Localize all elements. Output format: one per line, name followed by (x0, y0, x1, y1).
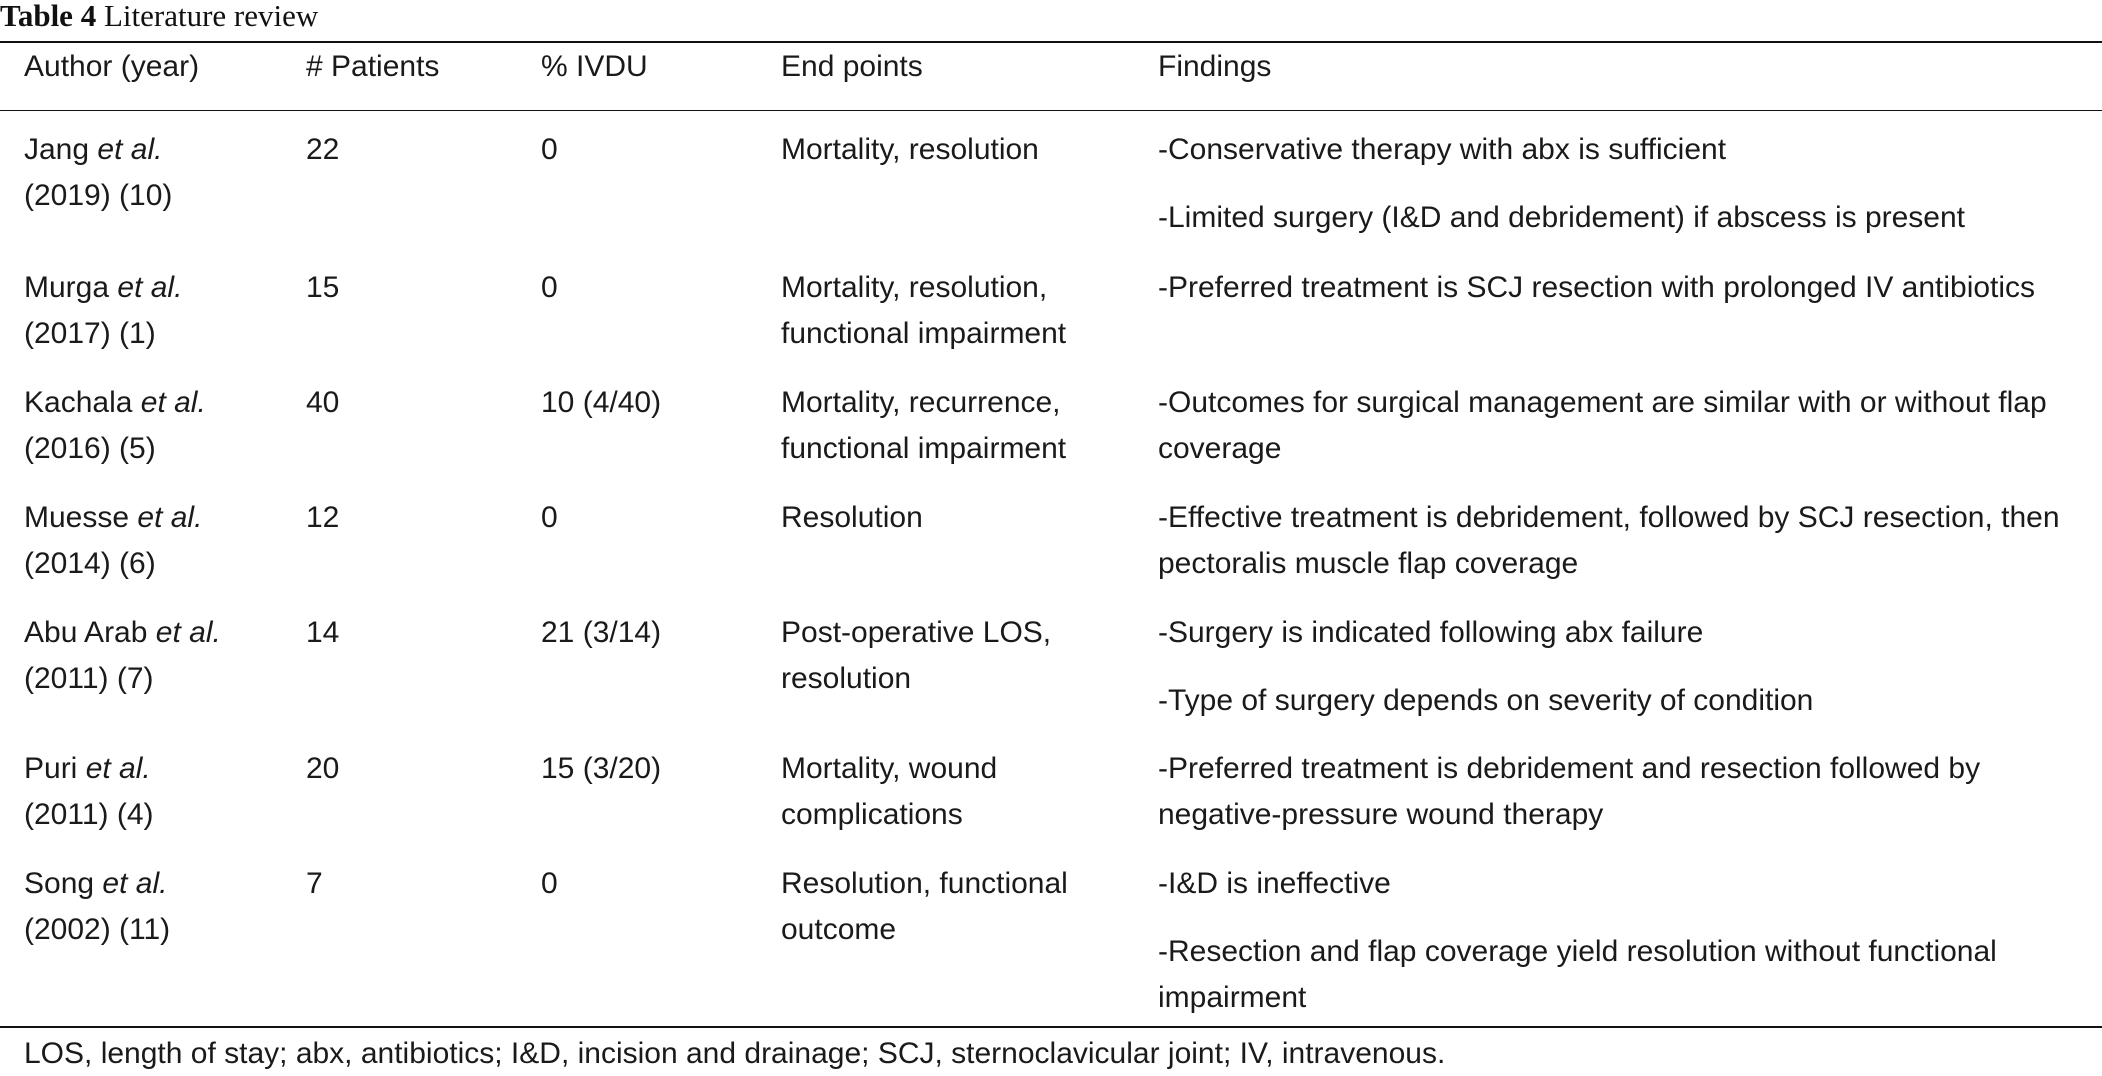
end-points-line: Mortality, wound (781, 752, 998, 785)
table-bottom-rule (0, 1026, 2102, 1028)
patients-cell: 14 (306, 616, 340, 649)
header-author-year: Author (year) (24, 50, 200, 83)
table-caption-label: Table 4 (0, 0, 97, 33)
finding-text: -Type of surgery depends on severity of … (1158, 684, 1814, 717)
findings-cell: -Preferred treatment is SCJ resection wi… (1158, 249, 2102, 364)
table-row: Song et al. (2002) (11) 7 0 Resolution, … (0, 845, 2102, 1021)
finding-text: -I&D is ineffective (1158, 867, 1391, 900)
author-etal: et al. (117, 271, 183, 304)
ivdu-cell: 0 (541, 133, 558, 166)
ivdu-cell: 0 (541, 867, 558, 900)
author-name: Muesse (24, 501, 130, 534)
end-points-line: functional impairment (781, 432, 1067, 465)
finding-text: -Surgery is indicated following abx fail… (1158, 616, 1704, 649)
author-etal: et al. (97, 133, 163, 166)
author-etal: et al. (85, 752, 151, 785)
author-cell: Jang et al. (2019) (10) (0, 111, 306, 249)
header-ivdu: % IVDU (541, 50, 648, 83)
ivdu-cell: 10 (4/40) (541, 386, 662, 419)
author-year: (2016) (5) (24, 432, 156, 465)
table-caption: Table 4 Literature review (0, 0, 318, 40)
findings-cell: -I&D is ineffective -Resection and flap … (1158, 845, 2102, 1021)
patients-cell: 22 (306, 133, 340, 166)
end-points-cell: Mortality, recurrence, functional impair… (781, 364, 1158, 479)
end-points-cell: Mortality, wound complications (781, 730, 1158, 845)
finding-text: -Outcomes for surgical management are si… (1158, 386, 2047, 465)
author-cell: Song et al. (2002) (11) (0, 845, 306, 1021)
end-points-cell: Mortality, resolution (781, 111, 1158, 249)
header-bottom-rule (0, 110, 2102, 111)
table-row: Jang et al. (2019) (10) 22 0 Mortality, … (0, 111, 2102, 249)
patients-cell: 12 (306, 501, 340, 534)
author-cell: Muesse et al. (2014) (6) (0, 479, 306, 594)
end-points-cell: Mortality, resolution, functional impair… (781, 249, 1158, 364)
author-year: (2014) (6) (24, 547, 156, 580)
end-points-line: Mortality, recurrence, (781, 386, 1061, 419)
patients-cell: 15 (306, 271, 340, 304)
end-points-line: outcome (781, 913, 897, 946)
end-points-line: Mortality, resolution (781, 133, 1039, 166)
finding-text: -Resection and flap coverage yield resol… (1158, 935, 1997, 1014)
author-etal: et al. (155, 616, 221, 649)
patients-cell: 7 (306, 867, 323, 900)
author-cell: Kachala et al. (2016) (5) (0, 364, 306, 479)
findings-cell: -Effective treatment is debridement, fol… (1158, 479, 2102, 594)
author-cell: Abu Arab et al. (2011) (7) (0, 594, 306, 730)
table-top-rule (0, 41, 2102, 43)
author-year: (2011) (4) (24, 798, 154, 831)
table-header-row: Author (year) # Patients % IVDU End poin… (0, 44, 2102, 111)
author-name: Murga (24, 271, 110, 304)
table-caption-title: Literature review (103, 0, 319, 33)
findings-cell: -Surgery is indicated following abx fail… (1158, 594, 2102, 730)
patients-cell: 40 (306, 386, 340, 419)
author-name: Kachala (24, 386, 133, 419)
table-row: Puri et al. (2011) (4) 20 15 (3/20) Mort… (0, 730, 2102, 845)
findings-cell: -Outcomes for surgical management are si… (1158, 364, 2102, 479)
end-points-cell: Resolution, functional outcome (781, 845, 1158, 1021)
end-points-cell: Post-operative LOS, resolution (781, 594, 1158, 730)
table-row: Kachala et al. (2016) (5) 40 10 (4/40) M… (0, 364, 2102, 479)
header-end-points: End points (781, 50, 923, 83)
finding-text: -Preferred treatment is SCJ resection wi… (1158, 271, 2036, 304)
end-points-line: complications (781, 798, 963, 831)
finding-text: -Effective treatment is debridement, fol… (1158, 501, 2060, 580)
end-points-line: Mortality, resolution, (781, 271, 1048, 304)
end-points-line: Resolution (781, 501, 923, 534)
author-name: Abu Arab (24, 616, 148, 649)
author-etal: et al. (102, 867, 168, 900)
author-year: (2019) (10) (24, 179, 173, 212)
finding-text: -Preferred treatment is debridement and … (1158, 752, 1981, 831)
end-points-line: resolution (781, 662, 912, 695)
findings-cell: -Conservative therapy with abx is suffic… (1158, 111, 2102, 249)
end-points-line: Post-operative LOS, (781, 616, 1052, 649)
author-cell: Murga et al. (2017) (1) (0, 249, 306, 364)
header-findings: Findings (1158, 50, 1272, 83)
author-name: Jang (24, 133, 90, 166)
table-row: Abu Arab et al. (2011) (7) 14 21 (3/14) … (0, 594, 2102, 730)
finding-text: -Limited surgery (I&D and debridement) i… (1158, 201, 1966, 234)
findings-cell: -Preferred treatment is debridement and … (1158, 730, 2102, 845)
author-year: (2017) (1) (24, 317, 156, 350)
end-points-line: Resolution, functional (781, 867, 1068, 900)
author-etal: et al. (137, 501, 203, 534)
author-etal: et al. (140, 386, 206, 419)
ivdu-cell: 0 (541, 501, 558, 534)
table-footnote: LOS, length of stay; abx, antibiotics; I… (24, 1037, 1446, 1070)
author-year: (2011) (7) (24, 662, 154, 695)
finding-text: -Conservative therapy with abx is suffic… (1158, 133, 1727, 166)
author-name: Puri (24, 752, 78, 785)
ivdu-cell: 21 (3/14) (541, 616, 662, 649)
author-name: Song (24, 867, 95, 900)
literature-review-table: Author (year) # Patients % IVDU End poin… (0, 44, 2102, 1021)
ivdu-cell: 0 (541, 271, 558, 304)
author-year: (2002) (11) (24, 913, 171, 946)
author-cell: Puri et al. (2011) (4) (0, 730, 306, 845)
table-row: Murga et al. (2017) (1) 15 0 Mortality, … (0, 249, 2102, 364)
end-points-line: functional impairment (781, 317, 1067, 350)
ivdu-cell: 15 (3/20) (541, 752, 662, 785)
table-row: Muesse et al. (2014) (6) 12 0 Resolution… (0, 479, 2102, 594)
end-points-cell: Resolution (781, 479, 1158, 594)
header-patients: # Patients (306, 50, 440, 83)
patients-cell: 20 (306, 752, 340, 785)
